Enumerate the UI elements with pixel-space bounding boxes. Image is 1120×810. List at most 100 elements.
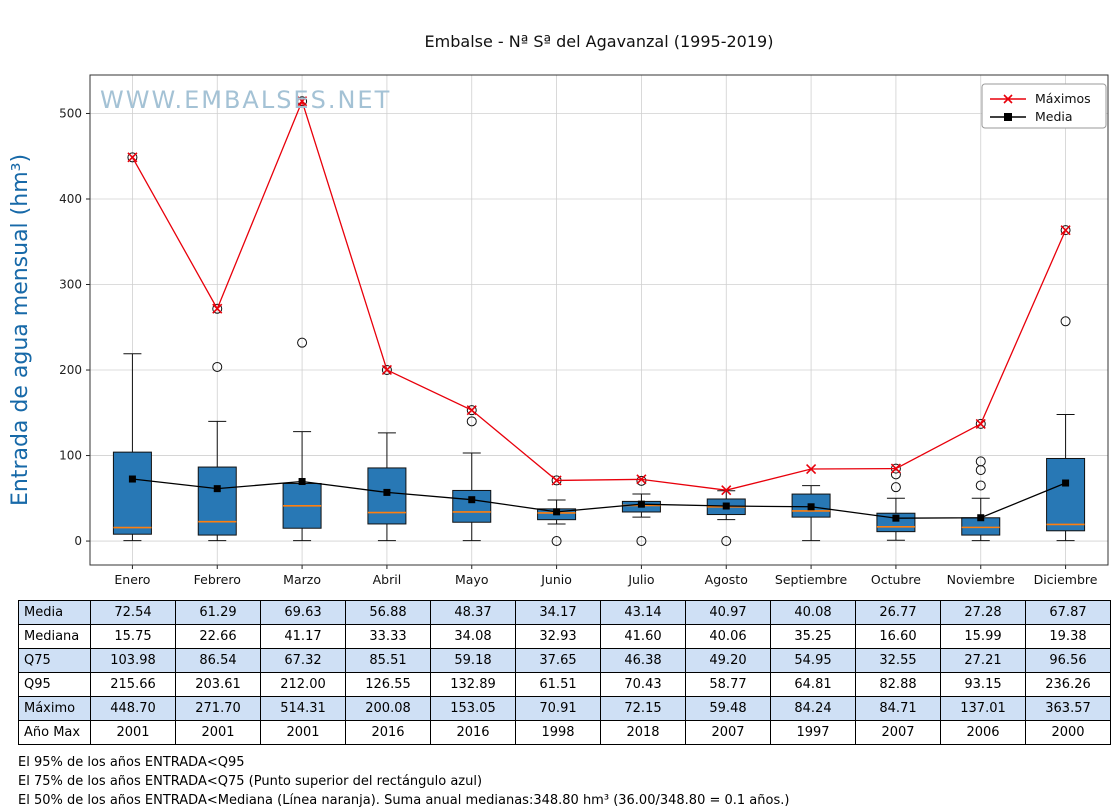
table-cell: 37.65 xyxy=(515,648,601,673)
x-tick-label: Julio xyxy=(627,572,654,587)
table-cell: 46.38 xyxy=(600,648,686,673)
table-cell: 43.14 xyxy=(600,600,686,625)
table-cell: 72.15 xyxy=(600,696,686,721)
outlier-circle xyxy=(1060,316,1071,327)
table-cell: 70.91 xyxy=(515,696,601,721)
table-cell: 59.18 xyxy=(430,648,516,673)
table-cell: 67.87 xyxy=(1025,600,1111,625)
table-cell: 2006 xyxy=(940,720,1026,745)
stats-table: Media 72.54 61.29 69.63 56.88 48.37 34.17 43.14… xyxy=(18,600,1111,745)
maximos-x-marker xyxy=(551,475,562,486)
media-square-marker xyxy=(637,500,645,508)
y-tick-label: 100 xyxy=(59,449,82,463)
table-cell: 32.93 xyxy=(515,624,601,649)
table-cell: 49.20 xyxy=(685,648,771,673)
y-tick-label: 400 xyxy=(59,192,82,206)
table-cell: 40.08 xyxy=(770,600,856,625)
legend-maximos-label: Máximos xyxy=(1035,91,1091,106)
chart-title: Embalse - Nª Sª del Agavanzal (1995-2019… xyxy=(425,32,774,51)
outlier-circle xyxy=(1060,225,1071,236)
table-cell: 96.56 xyxy=(1025,648,1111,673)
table-cell: 84.24 xyxy=(770,696,856,721)
outlier-circle xyxy=(721,536,732,547)
x-tick-label: Mayo xyxy=(455,572,489,587)
table-cell: 2007 xyxy=(855,720,941,745)
row-label: Media xyxy=(18,600,91,625)
table-cell: 2000 xyxy=(1025,720,1111,745)
legend-media-square-icon xyxy=(1004,113,1012,121)
table-cell: 33.33 xyxy=(345,624,431,649)
table-cell: 103.98 xyxy=(90,648,176,673)
y-tick-label: 300 xyxy=(59,278,82,292)
chart-svg: 0 100 200 300 400 500 Enero Febrero Marzo Abril Ma… xyxy=(8,32,1109,587)
x-tick-label: Diciembre xyxy=(1034,572,1098,587)
outlier-circle xyxy=(212,303,223,314)
table-cell: 27.21 xyxy=(940,648,1026,673)
table-cell: 84.71 xyxy=(855,696,941,721)
table-cell: 26.77 xyxy=(855,600,941,625)
table-cell: 15.75 xyxy=(90,624,176,649)
y-tick-label: 0 xyxy=(74,534,82,548)
table-cell: 15.99 xyxy=(940,624,1026,649)
table-cell: 34.08 xyxy=(430,624,516,649)
table-cell: 69.63 xyxy=(260,600,346,625)
y-axis-label: Entrada de agua mensual (hm³) xyxy=(8,154,33,506)
table-cell: 35.25 xyxy=(770,624,856,649)
table-cell: 363.57 xyxy=(1025,696,1111,721)
table-cell: 137.01 xyxy=(940,696,1026,721)
legend-maximos-x-icon xyxy=(1003,94,1013,104)
outlier-circle xyxy=(297,96,308,107)
table-cell: 72.54 xyxy=(90,600,176,625)
maximos-x-marker xyxy=(297,96,308,107)
footnote-q95: El 95% de los años ENTRADA<Q95 xyxy=(18,755,245,770)
outlier-circle xyxy=(636,536,647,547)
media-square-marker xyxy=(807,503,815,511)
x-tick-label: Febrero xyxy=(194,572,241,587)
x-tick-label: Octubre xyxy=(871,572,921,587)
stats-table-body: Media 72.54 61.29 69.63 56.88 48.37 34.17 43.14… xyxy=(18,600,1111,745)
table-row: Año Max 2001 2001 2001 2016 2016 1998 2018 2007 1… xyxy=(18,720,1111,745)
outlier-circle xyxy=(297,337,308,348)
legend: Máximos Media xyxy=(981,83,1107,129)
outlier-circle xyxy=(975,480,986,491)
maximos-x-marker xyxy=(1060,225,1071,236)
row-label: Q75 xyxy=(18,648,91,673)
table-cell: 41.60 xyxy=(600,624,686,649)
outlier-circle xyxy=(381,364,392,375)
table-cell: 2001 xyxy=(90,720,176,745)
table-cell: 200.08 xyxy=(345,696,431,721)
series-line-maximos xyxy=(131,99,1067,491)
maximos-x-marker xyxy=(890,463,901,474)
media-square-marker xyxy=(1062,479,1070,487)
watermark: WWW.EMBALSES.NET xyxy=(100,86,391,114)
table-cell: 41.17 xyxy=(260,624,346,649)
media-square-marker xyxy=(468,496,476,504)
row-label: Q95 xyxy=(18,672,91,697)
table-cell: 22.66 xyxy=(175,624,261,649)
outlier-circle xyxy=(551,536,562,547)
table-cell: 67.32 xyxy=(260,648,346,673)
x-tick-label: Marzo xyxy=(283,572,321,587)
x-tick-label: Junio xyxy=(540,572,572,587)
outlier-circle xyxy=(466,405,477,416)
row-label: Máximo xyxy=(18,696,91,721)
table-cell: 70.43 xyxy=(600,672,686,697)
maximos-x-marker xyxy=(975,418,986,429)
footnote-mediana: El 50% de los años ENTRADA<Mediana (Líne… xyxy=(18,793,790,808)
maximos-x-marker xyxy=(212,303,223,314)
outlier-circle xyxy=(127,152,138,163)
x-tick-label: Enero xyxy=(114,572,150,587)
table-cell: 54.95 xyxy=(770,648,856,673)
table-cell: 236.26 xyxy=(1025,672,1111,697)
outlier-circle xyxy=(890,469,901,480)
maximos-x-marker xyxy=(806,463,817,475)
table-cell: 64.81 xyxy=(770,672,856,697)
outlier-circle xyxy=(975,456,986,467)
plot-border xyxy=(89,74,1109,566)
media-square-marker xyxy=(128,475,136,483)
table-cell: 40.06 xyxy=(685,624,771,649)
row-label: Mediana xyxy=(18,624,91,649)
box xyxy=(112,451,152,535)
table-cell: 514.31 xyxy=(260,696,346,721)
maximos-x-marker xyxy=(381,364,392,376)
